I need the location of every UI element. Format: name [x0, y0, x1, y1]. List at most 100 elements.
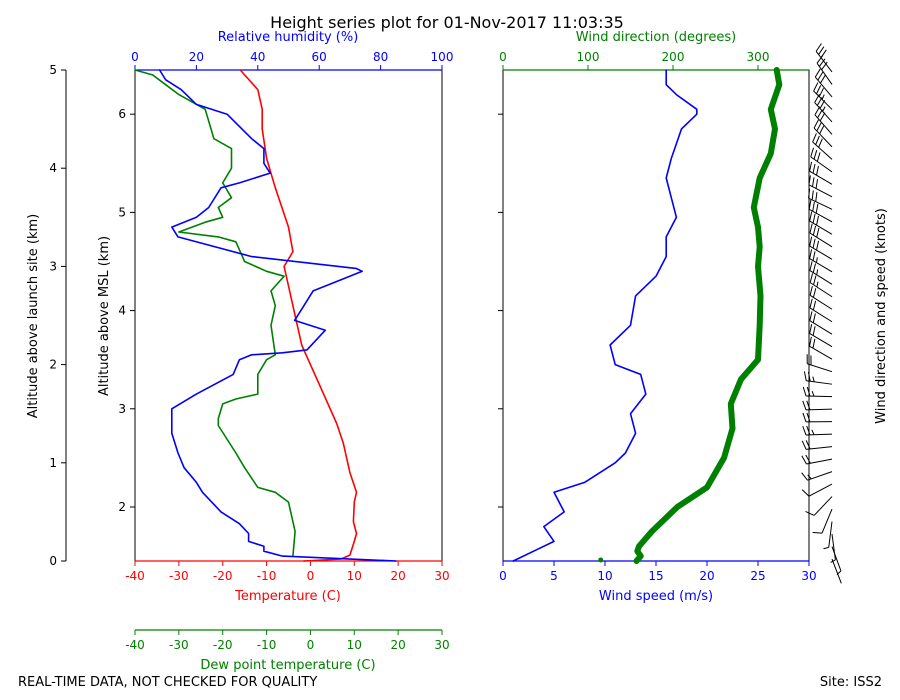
wind-barb-staff	[814, 76, 833, 98]
wind-speed-axis-tick-label: 5	[550, 569, 558, 583]
wind-barb-flag	[809, 211, 813, 222]
wind-barb	[813, 119, 833, 148]
wind-barb-flag	[813, 82, 819, 92]
wind-barb-half-flag	[836, 570, 842, 575]
wind-barb-flag	[817, 109, 823, 119]
wind-speed-axis-label: Wind speed (m/s)	[599, 589, 713, 604]
wind-barb-flag	[811, 177, 815, 187]
wind-barb-flag	[816, 85, 822, 95]
wind-barb-flag	[802, 425, 807, 436]
dewpoint-axis-tick-label: 20	[391, 638, 406, 652]
wind-barb	[809, 285, 833, 310]
temperature-axis-tick-label: 30	[434, 569, 449, 583]
wind-barb-staff	[809, 282, 833, 298]
wind-barb-flag	[807, 371, 811, 382]
wind-barb-flag	[820, 74, 826, 84]
wind-barb-flag	[812, 251, 816, 261]
wind-barb-flag	[809, 285, 813, 296]
temperature-axis-label: Temperature (C)	[234, 589, 341, 604]
wind-barb-staff	[809, 332, 833, 348]
wind-barb-staff	[809, 270, 833, 285]
dewpoint-axis-tick-label: -30	[169, 638, 189, 652]
wind-barb	[808, 336, 833, 360]
wind-barb	[812, 508, 833, 534]
wind-barb-flag	[819, 125, 825, 135]
wind-barb-flag	[815, 43, 822, 52]
wind-barb-staff	[812, 141, 833, 160]
wind-direction-line	[633, 67, 783, 564]
wind-barb-flag	[812, 238, 816, 249]
wind-barb-staff	[816, 62, 833, 85]
wind-barb-staff	[809, 245, 833, 260]
wind-barb-flag	[809, 236, 813, 247]
wind-barb-staff	[810, 156, 833, 173]
dewpoint-axis-tick-label: 0	[307, 638, 315, 652]
wind-barb-flag	[815, 135, 820, 145]
wind-barb	[813, 82, 833, 110]
wind-barb	[809, 261, 833, 285]
wind-barb	[812, 133, 833, 160]
wind-barb-staff	[831, 558, 842, 584]
wind-barb	[809, 311, 833, 335]
wind-direction-axis-tick-label: 0	[499, 50, 507, 64]
quality-disclaimer: REAL-TIME DATA, NOT CHECKED FOR QUALITY	[18, 675, 317, 690]
launch-altitude-axis-tick-label: 1	[49, 456, 57, 470]
wind-barb	[809, 298, 833, 323]
wind-barb	[808, 175, 833, 198]
launch-altitude-axis-tick-label: 3	[49, 259, 57, 273]
wind-barb-staff	[813, 496, 833, 516]
msl-altitude-label: Altitude above MSL (km)	[97, 236, 112, 396]
wind-barb-staff	[809, 258, 833, 273]
wind-barb-staff	[831, 546, 842, 572]
wind-barb-flag	[818, 58, 826, 67]
wind-barb	[809, 324, 833, 348]
wind-barb-staff	[808, 184, 833, 198]
wind-barb-flag	[817, 71, 824, 81]
wind-barb-flag	[812, 163, 816, 174]
temperature-axis-tick-label: 10	[347, 569, 362, 583]
wind-barb-flag	[805, 440, 811, 450]
wind-barb-staff	[809, 220, 833, 235]
wind-barb-half-flag	[811, 390, 815, 397]
wind-panel-frame	[502, 69, 810, 562]
wind-barb-half-flag	[816, 281, 819, 288]
wind-barb-staff	[809, 345, 833, 360]
wind-barb-staff	[808, 197, 833, 210]
wind-barb-staff	[805, 395, 833, 398]
temperature-line	[239, 69, 358, 562]
wind-speed-axis-tick-label: 0	[499, 569, 507, 583]
wind-barb-flag	[812, 338, 816, 349]
wind-barb	[810, 147, 833, 173]
wind-barb-flag	[801, 489, 810, 497]
wind-barb-flag	[802, 412, 807, 423]
wind-barb	[809, 223, 833, 248]
wind-barb-flag	[802, 386, 807, 397]
wind-barb-flag	[812, 263, 816, 273]
msl-altitude-axis-tick-label: 3	[118, 402, 126, 416]
wind-barb	[802, 412, 833, 423]
wind-direction-axis-label: Wind direction (degrees)	[576, 30, 736, 45]
wind-barb-flag	[806, 425, 811, 436]
wind-barb-flag	[801, 455, 807, 465]
wind-barb-flag	[806, 412, 811, 423]
launch-altitude-axis-tick-label: 2	[49, 358, 57, 372]
wind-barb-flag	[818, 87, 824, 97]
msl-altitude-axis-tick-label: 6	[118, 107, 126, 121]
dewpoint-axis-tick-label: 10	[347, 638, 362, 652]
wind-barb-staff	[809, 320, 833, 335]
wind-barb-staff	[805, 433, 833, 436]
wind-barb-flag	[816, 215, 820, 226]
wind-barb-axis-label: Wind direction and speed (knots)	[874, 208, 889, 424]
wind-barb-flag	[815, 203, 819, 214]
dewpoint-axis-tick-label: -40	[125, 638, 145, 652]
wind-barb	[831, 546, 842, 575]
wind-barb-staff	[815, 51, 833, 73]
wind-barb-flag	[820, 49, 827, 58]
wind-barb-staff	[831, 533, 836, 560]
wind-barb-flag	[803, 371, 807, 381]
wind-speed-axis-tick-label: 20	[699, 569, 714, 583]
wind-barb-half-flag	[822, 106, 826, 112]
dewpoint-axis-label: Dew point temperature (C)	[200, 658, 375, 673]
dewpoint-axis-tick-label: 30	[434, 638, 449, 652]
